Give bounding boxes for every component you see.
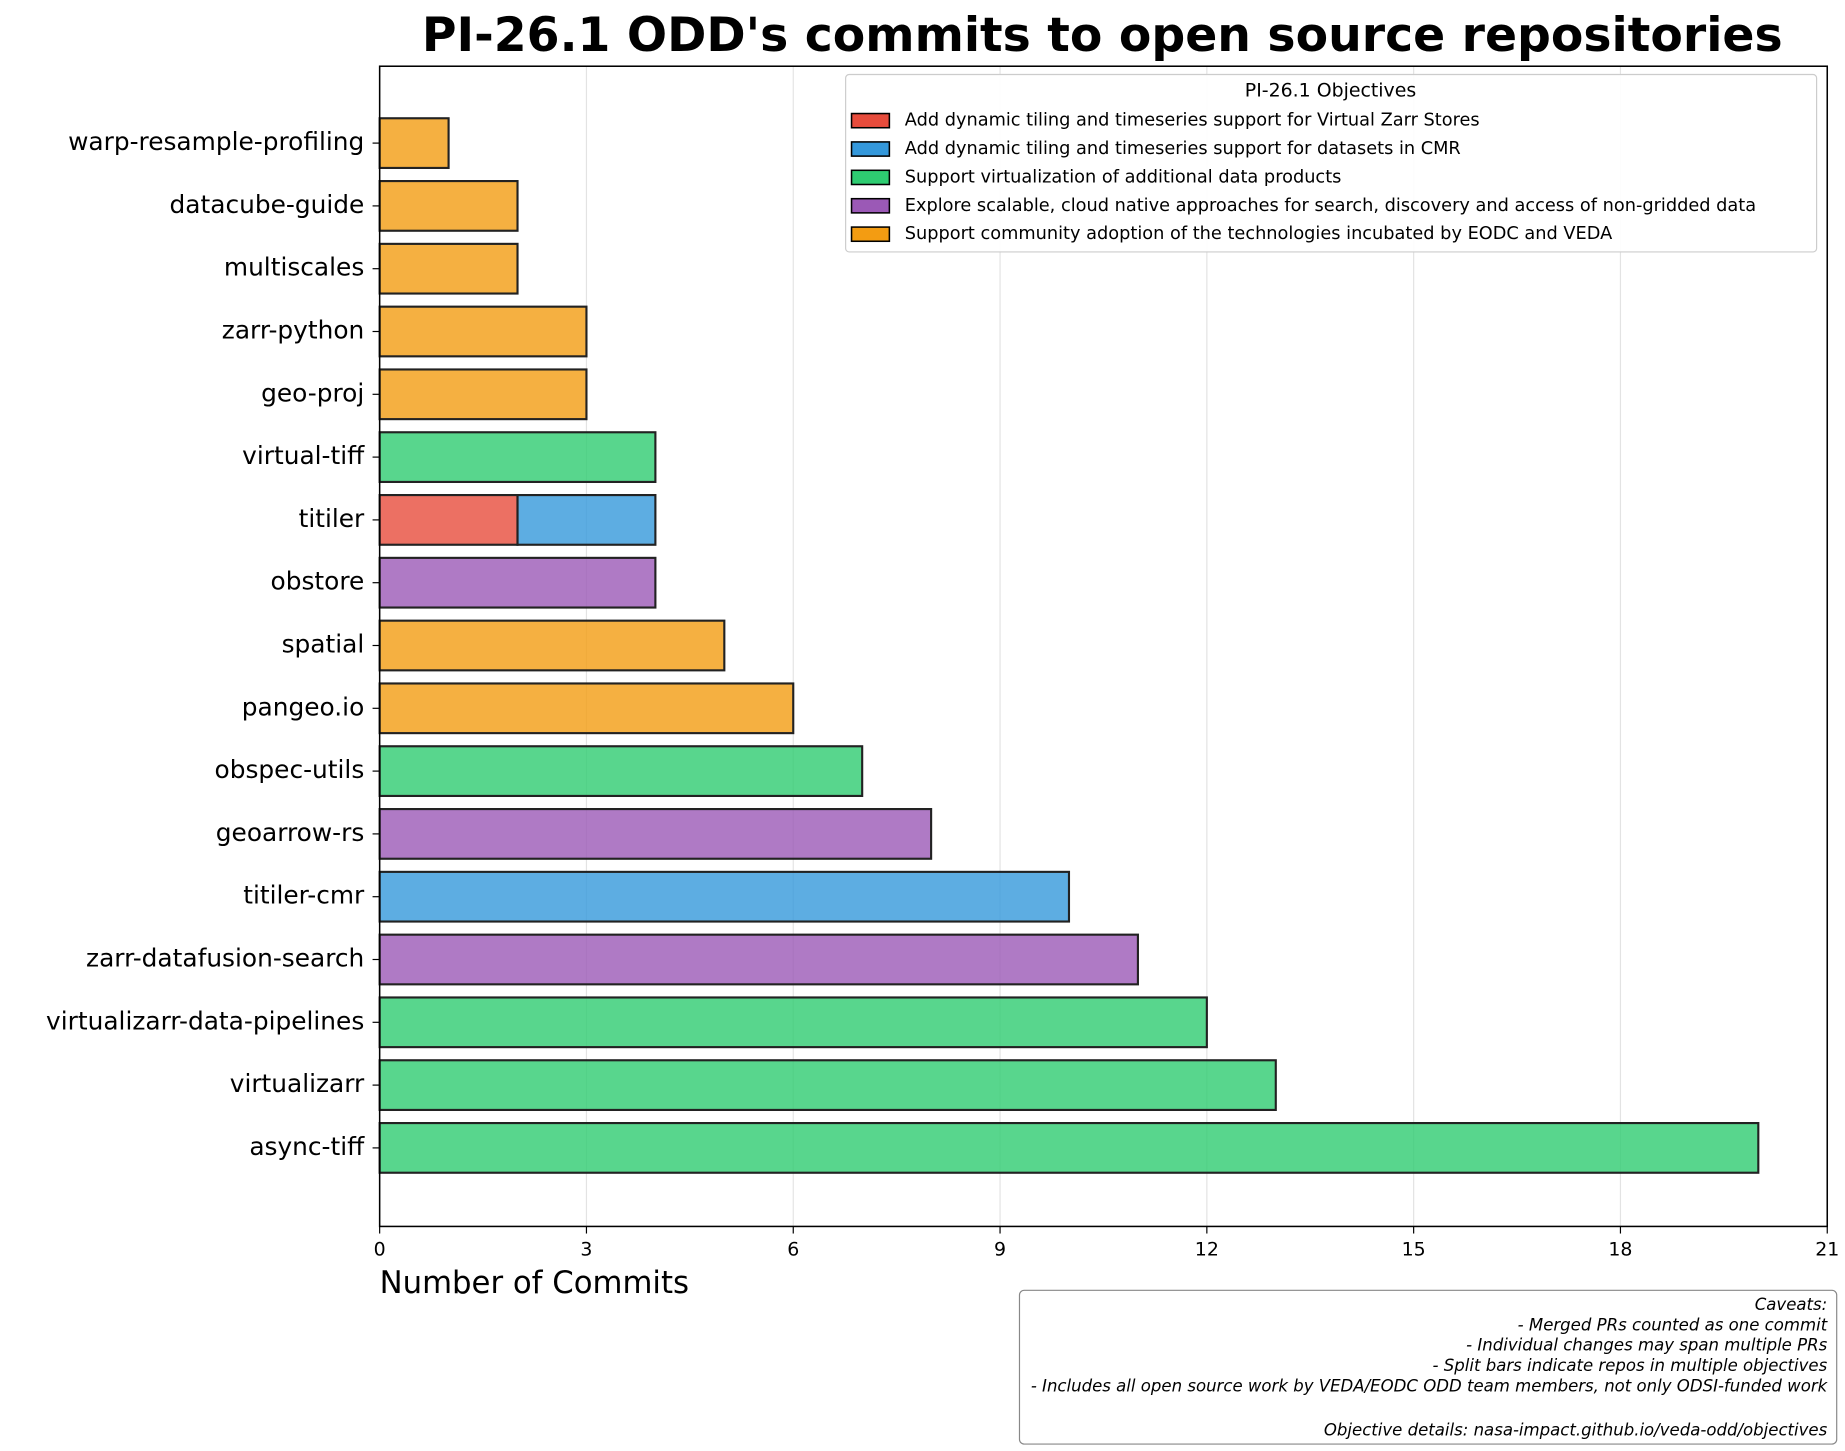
y-tick-label: pangeo.io — [242, 692, 364, 721]
y-tick-label: async-tiff — [249, 1132, 365, 1161]
bar — [378, 1122, 1760, 1174]
caveat-line: - Split bars indicate repos in multiple … — [1433, 1356, 1828, 1375]
legend-label: Explore scalable, cloud native approache… — [905, 196, 1756, 216]
x-tick-label: 15 — [1402, 1239, 1426, 1261]
y-tick-label: zarr-python — [222, 316, 364, 345]
legend-swatch — [850, 197, 891, 214]
legend-swatch — [850, 226, 891, 243]
x-tick-label: 18 — [1608, 1239, 1632, 1261]
bar — [378, 682, 795, 735]
chart-title: PI-26.1 ODD's commits to open source rep… — [422, 8, 1783, 63]
x-tick-label: 9 — [994, 1239, 1006, 1261]
bar — [378, 556, 657, 609]
bar — [378, 933, 1139, 986]
caveat-line: - Includes all open source work by VEDA/… — [1031, 1377, 1829, 1396]
caveats-title: Caveats: — [1755, 1295, 1828, 1314]
plot-frame — [378, 65, 1829, 1228]
bar — [378, 180, 519, 232]
bar — [378, 242, 519, 295]
legend-swatch — [850, 112, 891, 129]
x-tick-label: 3 — [580, 1239, 592, 1261]
y-tick-label: obstore — [271, 567, 365, 596]
legend-label: Support community adoption of the techno… — [905, 224, 1612, 244]
legend-label: Add dynamic tiling and timeseries suppor… — [905, 111, 1480, 131]
bar — [378, 808, 933, 860]
x-tick-label: 21 — [1815, 1239, 1839, 1261]
x-tick-label: 0 — [374, 1239, 386, 1261]
y-tick-label: warp-resample-profiling — [68, 127, 364, 156]
legend-title: PI-26.1 Objectives — [1245, 80, 1416, 102]
y-tick-label: titiler — [299, 504, 365, 533]
caveat-line: - Merged PRs counted as one commit — [1518, 1315, 1828, 1334]
legend-box — [845, 73, 1818, 253]
y-tick-label: obspec-utils — [215, 755, 365, 784]
bar — [516, 494, 657, 546]
legend-swatch — [850, 141, 891, 157]
bar — [378, 117, 450, 170]
bar — [378, 305, 588, 358]
legend-swatch — [850, 169, 891, 186]
x-tick-label: 12 — [1195, 1239, 1219, 1261]
bar — [378, 494, 519, 546]
y-tick-label: zarr-datafusion-search — [86, 944, 364, 973]
bar — [378, 745, 864, 798]
legend-label: Support virtualization of additional dat… — [905, 167, 1342, 187]
bar — [378, 870, 1071, 923]
y-tick-label: datacube-guide — [170, 190, 365, 219]
y-tick-label: titiler-cmr — [243, 881, 365, 910]
y-tick-label: geo-proj — [261, 378, 364, 407]
bar — [378, 996, 1208, 1049]
y-tick-label: multiscales — [224, 253, 364, 282]
x-axis-label: Number of Commits — [380, 1265, 689, 1301]
x-tick-label: 6 — [787, 1239, 799, 1261]
legend-label: Add dynamic tiling and timeseries suppor… — [905, 139, 1461, 159]
bar — [378, 431, 657, 484]
caveat-line: - Individual changes may span multiple P… — [1466, 1336, 1827, 1355]
bar — [378, 1059, 1277, 1112]
y-tick-label: virtual-tiff — [242, 441, 365, 470]
y-tick-label: spatial — [282, 630, 365, 659]
objective-details: Objective details: nasa-impact.github.io… — [1324, 1421, 1828, 1440]
caveats-box — [1018, 1289, 1838, 1445]
y-tick-label: virtualizarr-data-pipelines — [46, 1006, 364, 1035]
bar — [378, 619, 726, 672]
bar — [378, 368, 588, 421]
y-tick-label: geoarrow-rs — [216, 818, 364, 847]
y-tick-label: virtualizarr — [230, 1069, 365, 1098]
